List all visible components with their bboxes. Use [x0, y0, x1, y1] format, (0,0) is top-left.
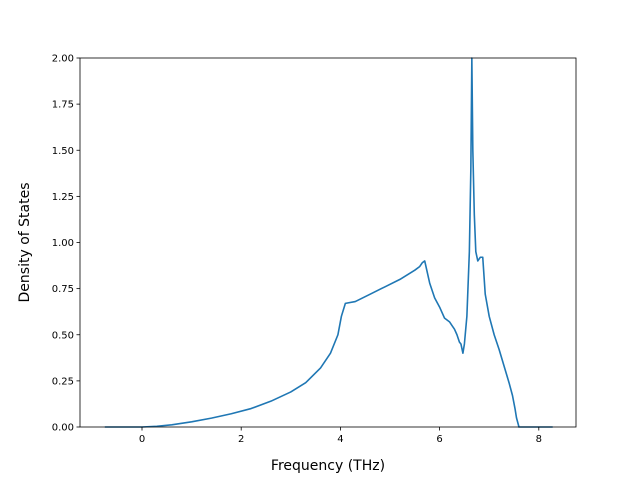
- x-tick-label: 6: [436, 434, 442, 445]
- y-tick-label: 1.50: [52, 146, 74, 157]
- y-axis-label: Density of States: [17, 183, 33, 303]
- x-tick-label: 8: [536, 434, 542, 445]
- y-tick-label: 0.25: [52, 376, 74, 387]
- y-tick-label: 1.00: [52, 238, 74, 249]
- plot-area: [104, 57, 553, 428]
- y-tick-label: 1.25: [52, 192, 74, 203]
- y-tick-label: 0.50: [52, 330, 74, 341]
- x-tick-label: 0: [139, 434, 145, 445]
- x-axis-ticks: 0 2 4 6 8: [139, 427, 542, 445]
- y-tick-label: 0.00: [52, 423, 74, 434]
- y-axis-ticks: 0.00 0.25 0.50 0.75 1.00 1.25 1.50 1.75 2.00: [52, 54, 80, 434]
- dos-series-line-0: [104, 57, 553, 428]
- x-tick-label: 2: [238, 434, 244, 445]
- y-tick-label: 2.00: [52, 54, 74, 65]
- axes-frame: [79, 57, 577, 428]
- x-tick-label: 4: [337, 434, 343, 445]
- y-tick-label: 1.75: [52, 100, 74, 111]
- y-tick-label: 0.75: [52, 284, 74, 295]
- x-axis-label: Frequency (THz): [271, 458, 385, 474]
